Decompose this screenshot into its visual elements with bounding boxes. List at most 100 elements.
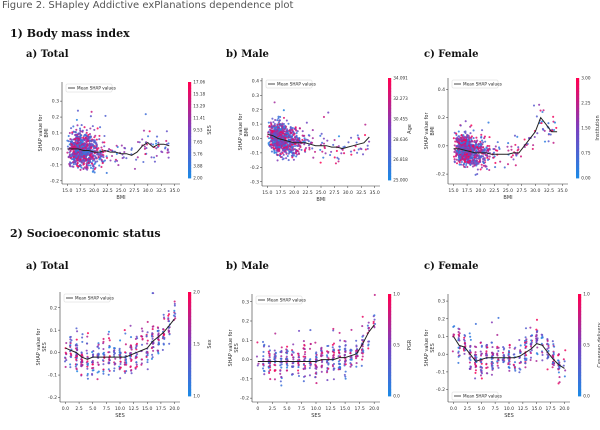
scatter-point xyxy=(271,137,274,140)
scatter-point xyxy=(99,152,102,155)
scatter-point xyxy=(330,150,333,153)
scatter-point xyxy=(519,344,522,347)
scatter-point xyxy=(547,355,550,358)
colorbar-label: Sex xyxy=(207,339,213,348)
scatter-point xyxy=(80,124,83,127)
scatter-point xyxy=(76,144,79,147)
scatter-point xyxy=(108,346,111,349)
scatter-point xyxy=(469,132,472,135)
scatter-point xyxy=(512,363,515,366)
y-tick-label: 0.2 xyxy=(242,319,249,325)
scatter-point xyxy=(150,357,154,360)
scatter-point xyxy=(70,162,73,165)
panel-label-bmi-male: b) Male xyxy=(226,49,269,60)
scatter-point xyxy=(290,143,293,146)
colorbar-segment xyxy=(388,321,392,325)
colorbar: 1.0 0.5 0.0 PGR xyxy=(388,292,413,399)
scatter-point xyxy=(162,316,166,319)
scatter-point xyxy=(344,357,347,360)
scatter-point xyxy=(451,350,454,353)
scatter-point xyxy=(336,156,339,159)
mean-shap-line xyxy=(257,324,375,362)
scatter-point xyxy=(86,377,89,380)
scatter-point xyxy=(368,326,371,329)
colorbar-segment xyxy=(188,82,192,86)
colorbar-segment xyxy=(388,78,392,82)
scatter-point xyxy=(492,151,495,154)
scatter-point xyxy=(155,147,158,150)
scatter-point xyxy=(294,144,297,148)
scatter-point xyxy=(157,343,160,346)
scatter-point xyxy=(283,150,286,153)
colorbar-segment xyxy=(188,340,192,345)
scatter-point xyxy=(268,354,271,357)
scatter-point xyxy=(153,160,156,163)
scatter-point xyxy=(315,364,318,368)
scatter-point xyxy=(508,357,511,360)
scatter-point xyxy=(519,349,522,352)
scatter-point xyxy=(541,351,544,354)
scatter-point xyxy=(78,127,82,130)
y-tick-label: 0.3 xyxy=(242,299,249,305)
scatter-point xyxy=(487,121,490,124)
scatter-point xyxy=(85,140,88,143)
scatter-point xyxy=(262,355,265,358)
scatter-point xyxy=(468,137,471,140)
scatter-point xyxy=(476,168,479,171)
scatter-point xyxy=(356,134,359,137)
x-tick-label: 25.0 xyxy=(116,188,126,194)
scatter-point xyxy=(496,360,499,363)
scatter-point xyxy=(80,360,84,363)
scatter-point xyxy=(103,134,106,138)
scatter-point xyxy=(480,143,483,146)
scatter-point xyxy=(326,379,329,382)
colorbar-segment xyxy=(188,298,192,303)
scatter-point xyxy=(135,353,139,356)
scatter-point xyxy=(467,148,470,151)
scatter-point xyxy=(364,123,367,126)
scatter-point xyxy=(273,353,276,356)
scatter-point xyxy=(337,135,341,138)
scatter-point xyxy=(85,144,89,147)
panel-label-bmi-female: c) Female xyxy=(424,49,479,60)
scatter-point xyxy=(113,363,116,366)
scatter-point xyxy=(552,343,555,346)
colorbar-tick-label: 30.455 xyxy=(393,116,408,121)
scatter-point xyxy=(475,365,478,368)
scatter-point xyxy=(512,158,515,161)
scatter-point xyxy=(327,362,330,365)
scatter-point xyxy=(113,367,116,370)
scatter-point xyxy=(86,332,90,335)
scatter-point xyxy=(552,364,555,367)
scatter-point xyxy=(452,155,456,158)
scatter-point xyxy=(73,157,76,160)
scatter-point xyxy=(542,109,545,112)
scatter-point xyxy=(66,145,69,148)
scatter-point xyxy=(152,349,155,352)
scatter-point xyxy=(274,143,277,146)
colorbar-segment xyxy=(188,309,192,314)
scatter-point xyxy=(344,377,347,380)
scatter-point xyxy=(470,160,473,163)
scatter-point xyxy=(469,163,472,166)
colorbar-tick-label: 0.0 xyxy=(583,394,590,399)
scatter-point xyxy=(314,367,317,370)
scatter-point xyxy=(99,155,103,158)
scatter-point xyxy=(292,138,295,141)
scatter-point xyxy=(366,147,369,150)
scatter-point xyxy=(173,300,176,303)
scatter-point xyxy=(278,134,282,137)
scatter-point xyxy=(508,344,511,347)
scatter-point xyxy=(546,339,549,343)
scatter-point xyxy=(63,360,67,363)
panel-label-bmi-total: a) Total xyxy=(26,49,69,60)
colorbar-segment xyxy=(188,158,192,163)
scatter-point xyxy=(497,316,500,319)
legend-box xyxy=(63,293,111,303)
scatter-point xyxy=(136,140,140,144)
x-tick-label: 5.0 xyxy=(89,406,96,412)
colorbar-segment xyxy=(188,326,192,331)
scatter-point xyxy=(284,132,287,135)
scatter-point xyxy=(115,144,118,147)
scatter-point xyxy=(96,153,99,156)
